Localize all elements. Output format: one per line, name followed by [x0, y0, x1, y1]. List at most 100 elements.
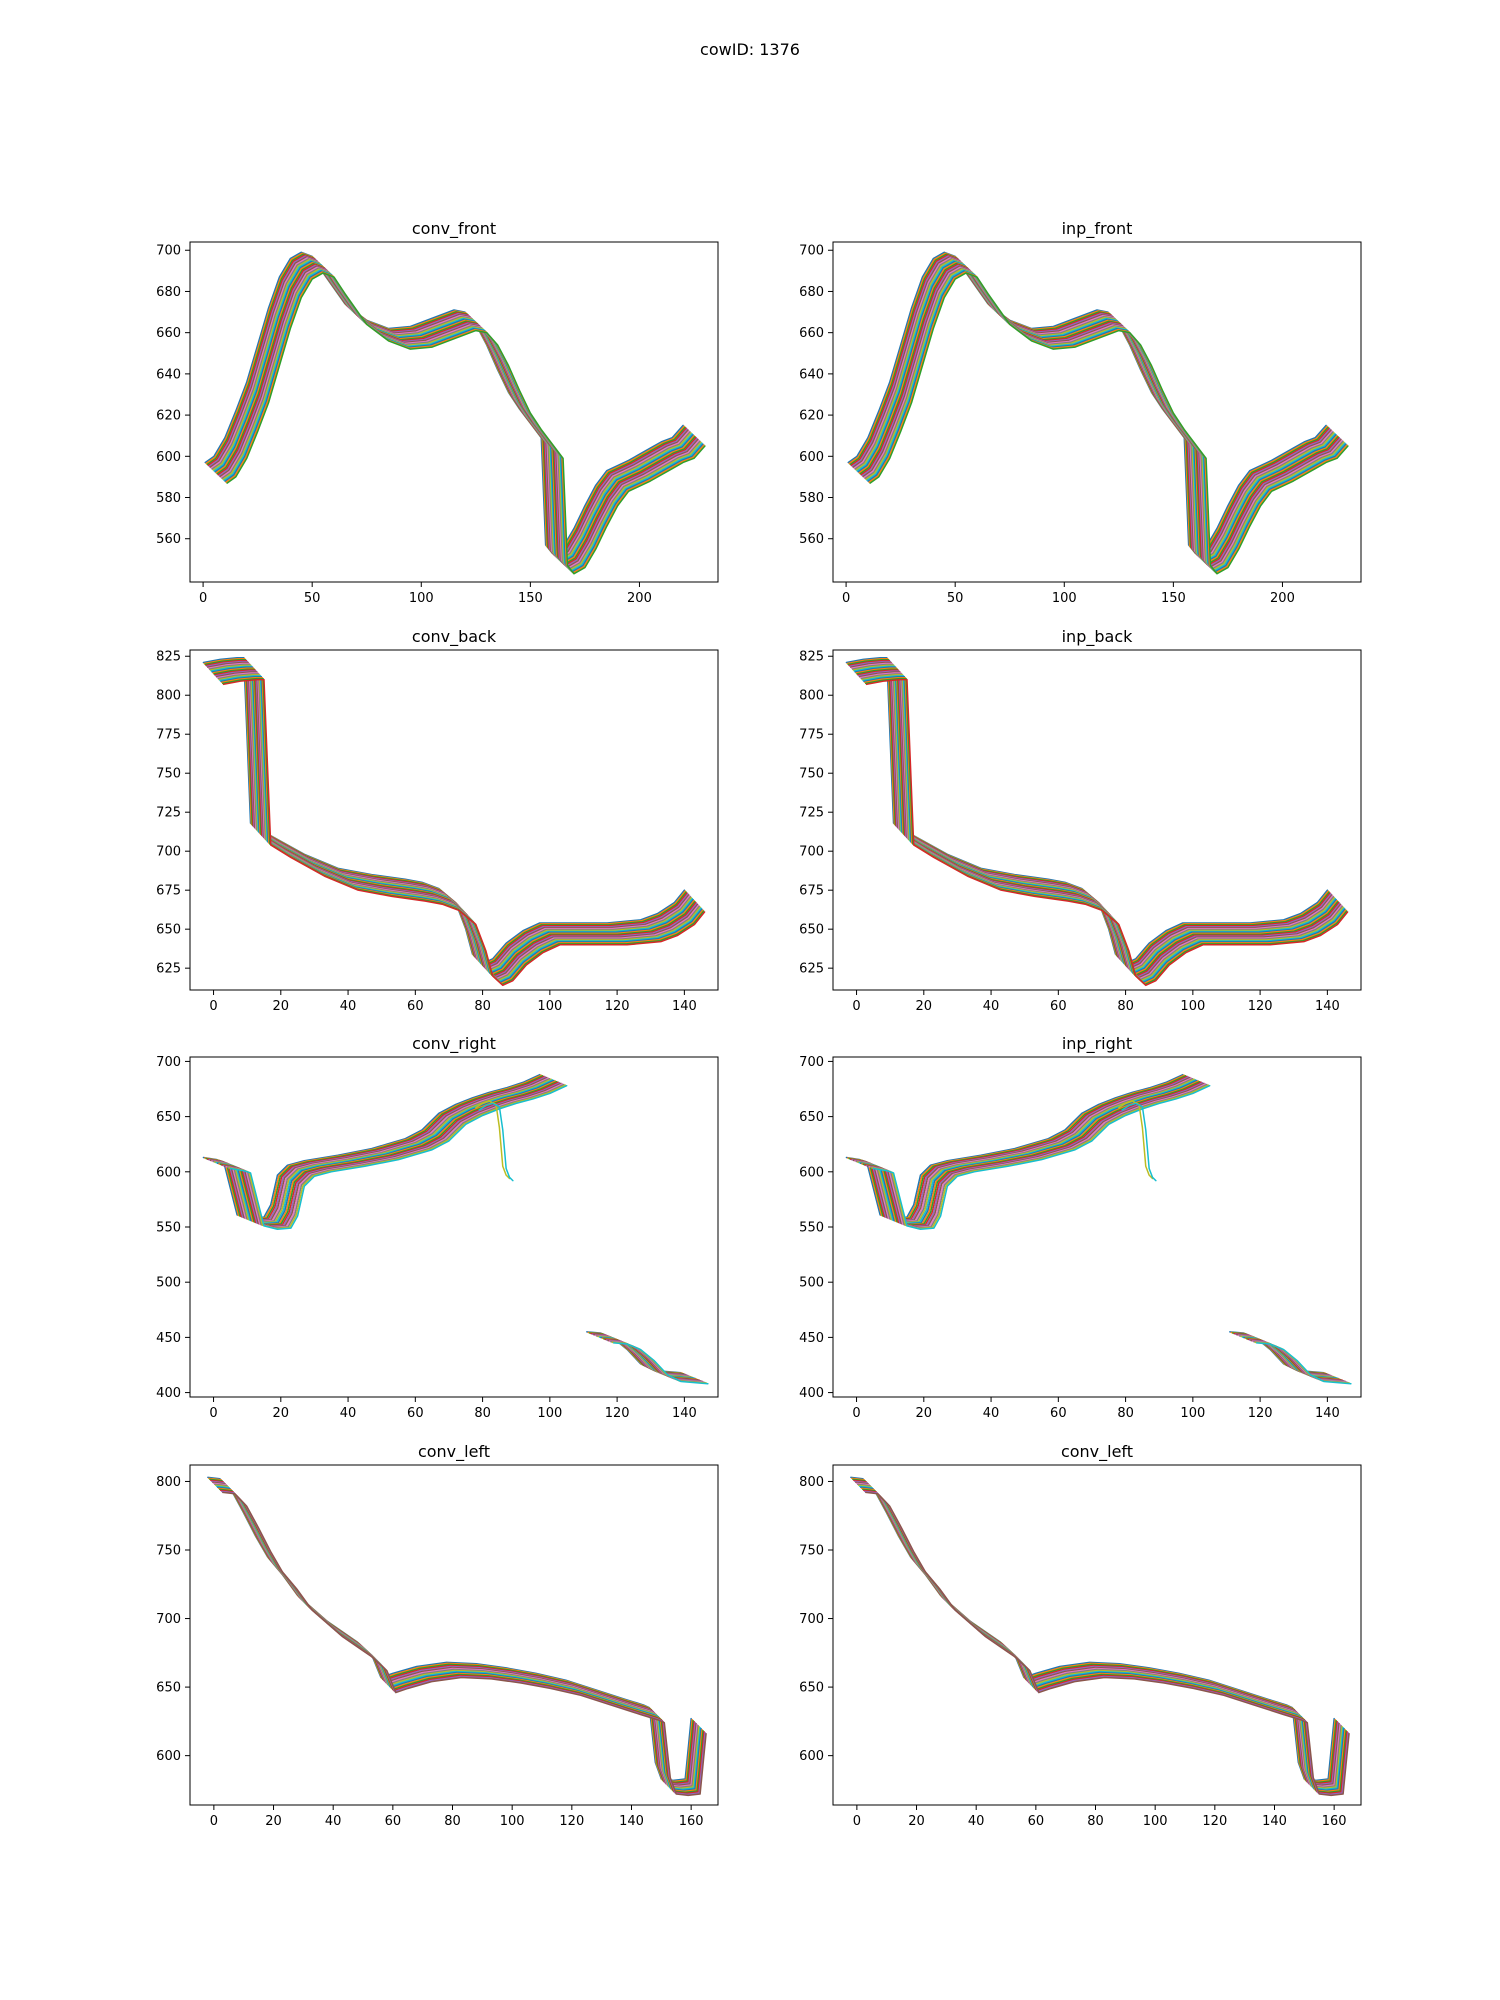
series-line-15: [865, 1082, 1204, 1228]
y-tick-label: 700: [799, 1055, 824, 1070]
x-tick-label: 0: [853, 1814, 861, 1829]
series-line-4: [849, 1075, 1188, 1221]
y-tick-label: 550: [799, 1221, 824, 1236]
series-line-3: [204, 658, 687, 967]
x-tick-label: 140: [619, 1814, 644, 1829]
series-line-12: [218, 1080, 557, 1226]
series-line-7: [211, 1077, 549, 1223]
series-line-2: [851, 1477, 1336, 1783]
series-line-1: [202, 1073, 541, 1219]
series-line-14: [220, 1489, 705, 1795]
x-tick-label: 60: [1050, 999, 1067, 1014]
series-line-2: [208, 1477, 693, 1783]
series-line-5: [211, 1480, 696, 1786]
y-tick-label: 650: [799, 1110, 824, 1125]
x-tick-label: 80: [444, 1814, 461, 1829]
subplot-title: conv_right: [412, 1034, 496, 1054]
series-line-5: [208, 1076, 547, 1222]
x-tick-label: 100: [1052, 591, 1077, 606]
series-line-19: [228, 1084, 566, 1230]
x-tick-label: 20: [908, 1814, 925, 1829]
x-tick-label: 0: [199, 591, 207, 606]
subplot-7: conv_left 0 20 40 60 80 100 120 140 160 600 650 700 7…: [156, 1442, 719, 1829]
y-tick-label: 700: [799, 1612, 824, 1627]
x-tick-label: 20: [265, 1814, 282, 1829]
y-tick-label: 800: [799, 1475, 824, 1490]
series-line-outlier: [1118, 1100, 1154, 1180]
series-line-1: [207, 1476, 692, 1782]
y-tick-label: 580: [799, 491, 824, 506]
series-line-16: [223, 1082, 562, 1228]
series-group: [845, 1073, 1352, 1385]
series-line-23: [869, 272, 1349, 575]
subplot-title: conv_front: [412, 219, 496, 239]
x-tick-label: 50: [304, 591, 321, 606]
y-tick-label: 700: [156, 1612, 181, 1627]
subplot-8: conv_left 0 20 40 60 80 100 120 140 160 600 650 700 7…: [799, 1442, 1362, 1829]
x-tick-label: 120: [1248, 1406, 1273, 1421]
x-tick-label: 80: [474, 1406, 491, 1421]
series-line-13: [862, 1488, 1347, 1794]
series-line-14: [863, 1489, 1348, 1795]
y-tick-label: 750: [799, 1544, 824, 1559]
y-tick-label: 675: [799, 884, 824, 899]
series-line-4: [848, 659, 1331, 968]
series-line-6: [852, 1076, 1191, 1222]
x-tick-label: 80: [1117, 999, 1134, 1014]
x-tick-label: 60: [385, 1814, 402, 1829]
x-tick-label: 140: [672, 1406, 697, 1421]
x-tick-label: 140: [1315, 999, 1340, 1014]
y-tick-label: 675: [156, 884, 181, 899]
series-line-1: [202, 657, 686, 965]
y-tick-label: 600: [799, 1165, 824, 1180]
series-group: [847, 251, 1349, 575]
y-tick-label: 450: [156, 1331, 181, 1346]
series-line-13: [219, 1488, 704, 1794]
series-group: [202, 1073, 709, 1385]
series-line-8: [857, 1483, 1342, 1789]
series-line-8: [855, 1077, 1194, 1223]
subplot-5: conv_right 0 20 40 60 80 100 120 140 400 450 500 550…: [156, 1034, 719, 1421]
y-tick-label: 680: [799, 285, 824, 300]
series-group: [207, 1476, 707, 1797]
x-tick-label: 100: [409, 591, 434, 606]
series-line-2: [204, 1074, 542, 1220]
x-tick-label: 20: [273, 1406, 290, 1421]
x-tick-label: 0: [209, 1406, 217, 1421]
y-tick-label: 600: [799, 1749, 824, 1764]
series-line-20: [872, 1084, 1211, 1230]
axes-frame: [189, 241, 719, 583]
subplot-title: inp_back: [1062, 627, 1134, 647]
x-tick-label: 100: [1180, 1406, 1205, 1421]
y-tick-label: 650: [156, 1110, 181, 1125]
x-tick-label: 60: [1028, 1814, 1045, 1829]
series-line-12: [861, 1080, 1200, 1226]
axes-frame: [189, 649, 719, 991]
y-tick-label: 725: [156, 806, 181, 821]
y-tick-label: 620: [799, 409, 824, 424]
figure-title: cowID: 1376: [700, 40, 800, 59]
y-tick-label: 450: [799, 1331, 824, 1346]
series-line-10: [859, 1485, 1344, 1791]
series-line-3: [848, 1075, 1187, 1221]
y-tick-label: 680: [156, 285, 181, 300]
series-line-11: [216, 1079, 555, 1225]
axes-frame: [832, 1464, 1362, 1806]
y-tick-label: 640: [156, 367, 181, 382]
x-tick-label: 60: [407, 999, 424, 1014]
series-line-4: [210, 1479, 695, 1785]
x-tick-label: 60: [1050, 1406, 1067, 1421]
series-line-7: [856, 1482, 1341, 1788]
subplot-3: conv_back 0 20 40 60 80 100 120 140 625 650 675 700 7…: [156, 627, 719, 1014]
series-line-16: [865, 1491, 1350, 1797]
x-tick-label: 80: [474, 999, 491, 1014]
x-tick-label: 0: [210, 1814, 218, 1829]
x-tick-label: 120: [1202, 1814, 1227, 1829]
x-tick-label: 80: [1087, 1814, 1104, 1829]
series-line-tail-20: [1256, 1342, 1352, 1385]
y-tick-label: 600: [156, 450, 181, 465]
series-line-20: [229, 1084, 568, 1230]
series-line-7: [854, 1077, 1192, 1223]
series-line-12: [218, 1487, 703, 1793]
y-tick-label: 700: [156, 845, 181, 860]
